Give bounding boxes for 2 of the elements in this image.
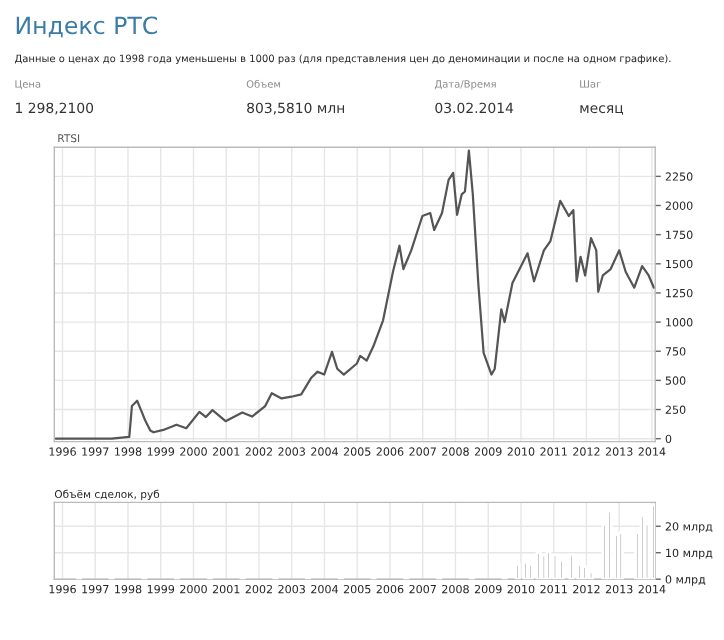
line-series [54, 149, 656, 440]
chart-title: Индекс РТС [16, 16, 158, 38]
